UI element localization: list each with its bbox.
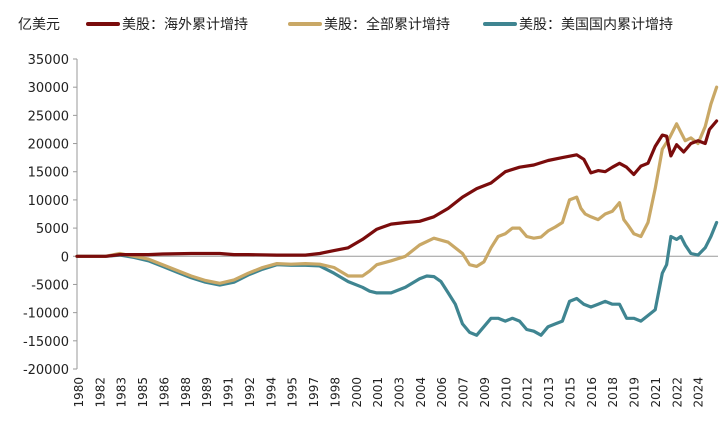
x-tick-label: 1989: [200, 377, 214, 408]
x-tick-label: 1988: [179, 377, 193, 408]
x-tick-label: 2012: [521, 377, 535, 408]
x-tick-label: 2001: [371, 377, 385, 408]
x-tick-label: 2015: [563, 377, 577, 408]
x-tick-label: 1997: [307, 377, 321, 408]
x-tick-label: 1992: [243, 377, 257, 408]
y-tick-label: 20000: [28, 138, 69, 153]
series-line-domestic: [77, 223, 717, 336]
unit-label: 亿美元: [18, 17, 60, 33]
y-tick-label: -10000: [23, 307, 69, 322]
y-tick-label: 5000: [36, 222, 69, 237]
y-tick-label: -15000: [23, 335, 69, 350]
x-tick-label: 2018: [606, 377, 620, 408]
x-tick-label: 1980: [72, 377, 86, 408]
legend-label-total: 美股：全部累计增持: [324, 16, 450, 33]
x-tick-label: 1994: [264, 377, 278, 408]
x-tick-label: 1986: [158, 377, 172, 408]
x-tick-label: 1998: [328, 377, 342, 408]
x-tick-label: 2024: [692, 377, 706, 408]
y-axis: -20000 -15000 -10000 -5000 0 5000 10000 15000 20…: [23, 53, 77, 378]
x-tick-label: 2016: [585, 377, 599, 408]
x-axis: 1980 1982 1983 1985 1986 1988 1989 1991 1992 1994…: [72, 377, 706, 408]
x-tick-label: 2000: [350, 377, 364, 408]
x-tick-label: 2013: [542, 377, 556, 408]
chart: 亿美元 美股：海外累计增持 美股：全部累计增持 美股：美国国内累计增持 -200…: [0, 0, 722, 426]
y-tick-label: -20000: [23, 363, 69, 378]
x-tick-label: 2004: [414, 377, 428, 408]
x-tick-label: 2009: [478, 377, 492, 408]
x-tick-label: 1995: [286, 377, 300, 408]
x-tick-label: 2022: [670, 377, 684, 408]
legend-label-overseas: 美股：海外累计增持: [122, 17, 248, 33]
x-tick-label: 2019: [628, 377, 642, 408]
y-tick-label: 15000: [28, 166, 69, 181]
y-tick-label: 10000: [28, 194, 69, 209]
x-tick-label: 2003: [393, 377, 407, 408]
x-tick-label: 2007: [457, 377, 471, 408]
y-tick-label: 30000: [28, 81, 69, 96]
y-tick-label: -5000: [31, 278, 69, 293]
series-layer: [77, 87, 717, 335]
x-tick-label: 1991: [222, 377, 236, 408]
y-tick-label: 25000: [28, 109, 69, 124]
series-line-overseas: [77, 121, 717, 256]
x-tick-label: 1983: [115, 377, 129, 408]
x-tick-label: 2010: [499, 377, 513, 408]
y-tick-label: 35000: [28, 53, 69, 68]
legend: 美股：海外累计增持 美股：全部累计增持 美股：美国国内累计增持: [88, 16, 673, 33]
y-tick-label: 0: [61, 250, 69, 265]
x-tick-label: 1985: [136, 377, 150, 408]
x-tick-label: 1982: [93, 377, 107, 408]
legend-label-domestic: 美股：美国国内累计增持: [519, 17, 673, 33]
x-tick-label: 2006: [435, 377, 449, 408]
x-tick-label: 2021: [649, 377, 663, 408]
